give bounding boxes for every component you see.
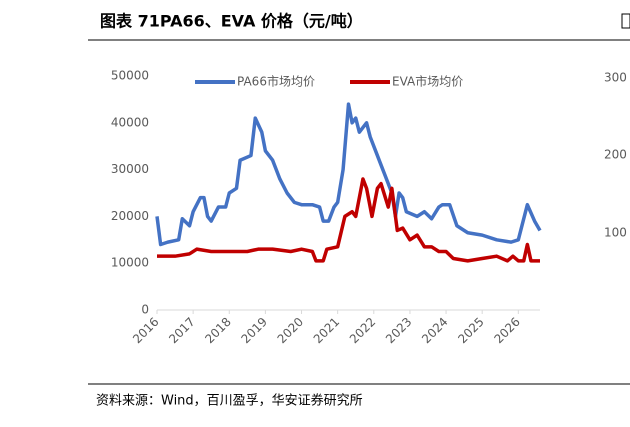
y-tick-label: 50000 — [111, 69, 149, 83]
chart-title: 图表 71PA66、EVA 价格（元/吨） — [100, 12, 363, 31]
x-tick-label: 2016 — [130, 315, 161, 346]
partial-y-tick-label: 100 — [604, 226, 627, 240]
legend-label: EVA市场均价 — [392, 74, 463, 89]
x-tick-label: 2018 — [202, 315, 233, 346]
x-tick-label: 2026 — [491, 315, 522, 346]
x-tick-label: 2024 — [419, 315, 450, 346]
source-note: 资料来源：Wind，百川盈孚，华安证券研究所 — [96, 393, 363, 409]
x-tick-label: 2022 — [347, 315, 378, 346]
y-tick-label: 20000 — [111, 209, 149, 223]
series-line — [155, 102, 542, 247]
y-tick-label: 0 — [141, 303, 149, 317]
legend-label: PA66市场均价 — [237, 74, 315, 89]
x-tick-label: 2020 — [275, 315, 306, 346]
partial-y-tick-label: 200 — [604, 148, 627, 162]
partial-title-box — [621, 13, 630, 29]
y-tick-label: 40000 — [111, 115, 149, 129]
series-line — [157, 177, 540, 263]
x-tick-label: 2025 — [455, 315, 486, 346]
x-tick-label: 2019 — [238, 315, 269, 346]
x-tick-label: 2023 — [383, 315, 414, 346]
y-tick-label: 10000 — [111, 256, 149, 270]
x-tick-label: 2021 — [311, 315, 342, 346]
y-tick-label: 30000 — [111, 162, 149, 176]
partial-y-tick-label: 300 — [604, 71, 627, 85]
x-tick-label: 2017 — [166, 315, 197, 346]
